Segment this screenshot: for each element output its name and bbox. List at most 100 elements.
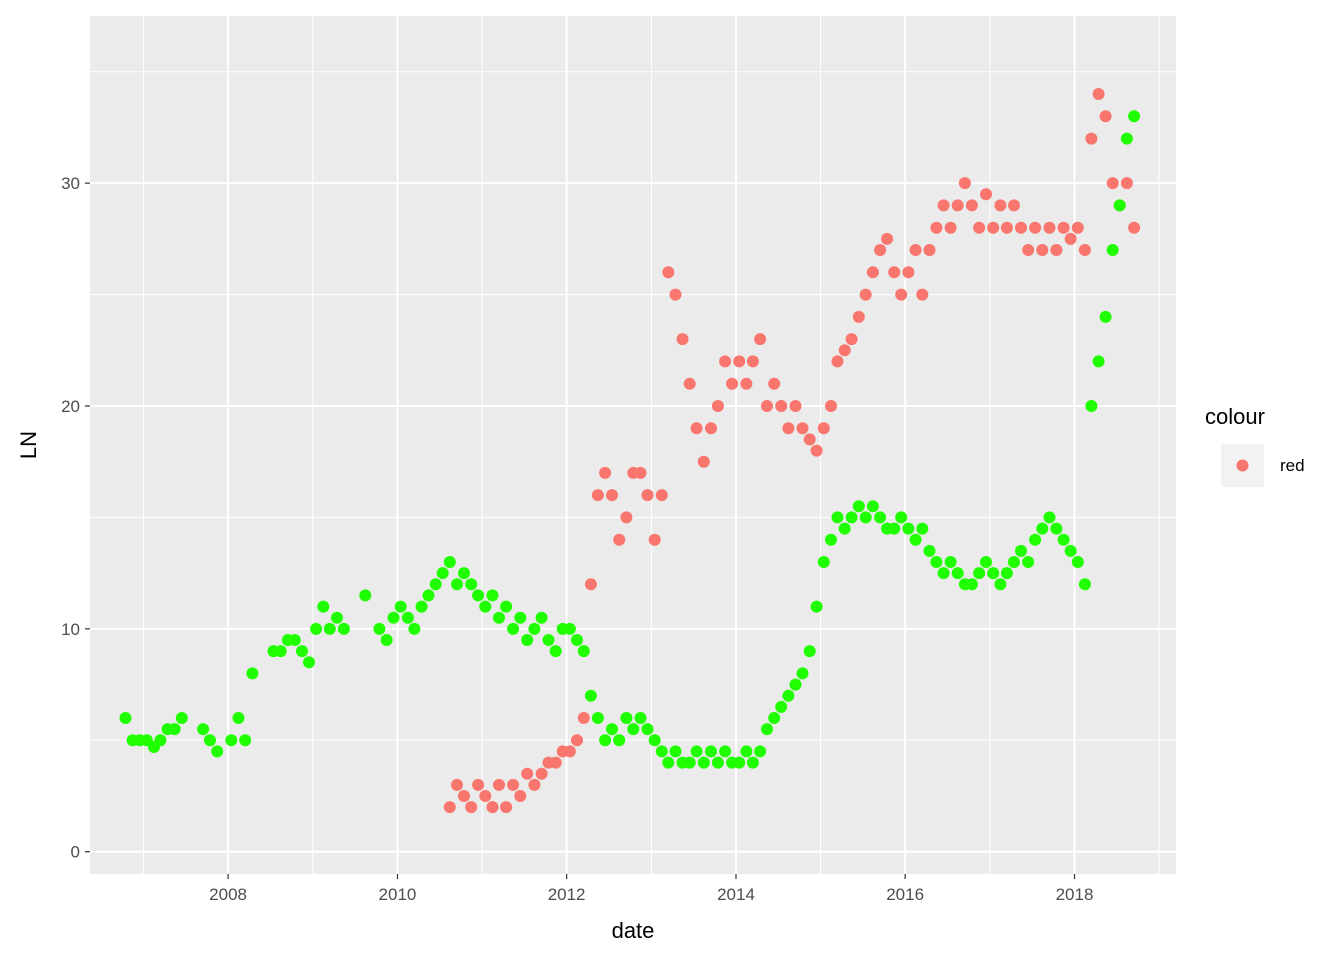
series-0-point (584, 578, 597, 591)
series-0-point (1071, 221, 1084, 234)
series-0-point (888, 266, 901, 279)
series-0-point (1085, 132, 1098, 145)
series-1-point (232, 712, 245, 724)
minor-gridlines (90, 16, 1176, 874)
series-1-point (1043, 511, 1056, 524)
series-0-point (761, 400, 773, 412)
x-axis-tick-labels: 2008 2010 2012 2014 2016 2018 (209, 885, 1093, 904)
series-1-point (754, 745, 767, 758)
series-0-point (768, 377, 781, 390)
panel-background (90, 16, 1176, 874)
series-1-point (472, 589, 485, 602)
series-0-point (754, 333, 767, 346)
legend-label-red: red (1280, 456, 1305, 475)
series-0-point (775, 400, 788, 412)
series-1-point (761, 723, 773, 736)
series-1-point (599, 734, 612, 747)
y-tick-label: 30 (61, 174, 80, 193)
series-1-point (429, 578, 442, 591)
series-0-point (571, 734, 583, 747)
series-1-point (451, 578, 463, 591)
series-1-point (549, 645, 562, 658)
series-0-point (479, 790, 492, 802)
series-1-point (789, 678, 802, 691)
series-0-point (803, 433, 816, 446)
series-1-point (994, 578, 1007, 591)
legend: colour red (1205, 404, 1305, 487)
series-1-point (168, 723, 181, 736)
series-1-point (852, 500, 865, 513)
series-1-point (648, 734, 661, 747)
series-1-point (331, 611, 343, 624)
series-1-point (697, 756, 710, 769)
series-1-point (768, 712, 781, 724)
series-0-point (831, 355, 844, 368)
series-1-point (973, 567, 986, 580)
series-0-point (1064, 232, 1077, 245)
series-0-point (825, 400, 837, 412)
x-tick-label: 2010 (379, 885, 417, 904)
series-1-point (831, 511, 844, 524)
series-1-point (507, 622, 520, 635)
series-1-point (909, 533, 922, 546)
series-1-point (888, 522, 901, 535)
series-0-point (1015, 221, 1027, 234)
series-1-point (337, 622, 350, 635)
series-1-point (584, 689, 597, 702)
series-0-point (881, 232, 894, 245)
series-0-point (500, 801, 513, 814)
series-1-point (930, 556, 943, 568)
series-0-point (726, 377, 739, 390)
series-0-point (1078, 244, 1091, 256)
series-1-point (528, 622, 541, 635)
series-1-point (845, 511, 858, 524)
series-1-point (634, 712, 647, 724)
series-0-point (620, 511, 633, 524)
series-0-point (493, 778, 505, 791)
series-1-point (662, 756, 675, 769)
series-0-point (613, 533, 626, 546)
series-1-point (500, 600, 513, 613)
series-1-point (1113, 199, 1126, 212)
series-0-point (697, 455, 710, 468)
series-0-point (859, 288, 872, 301)
series-1-point (493, 611, 505, 624)
series-0-point (944, 221, 957, 234)
series-1-point (154, 734, 167, 747)
series-0-point (535, 767, 548, 780)
series-1-point (874, 511, 887, 524)
series-1-point (916, 522, 929, 535)
series-1-point (303, 656, 315, 669)
y-tick-label: 20 (61, 397, 80, 416)
series-0-point (451, 778, 463, 791)
series-0-point (669, 288, 682, 301)
series-1-point (641, 723, 654, 736)
series-1-point (1099, 310, 1112, 323)
series-0-point (472, 778, 485, 791)
series-0-point (987, 221, 1000, 234)
series-1-point (810, 600, 823, 613)
series-1-point (719, 745, 732, 758)
series-1-point (902, 522, 915, 535)
series-1-point (359, 589, 372, 602)
series-0-point (676, 333, 689, 346)
series-0-point (1120, 177, 1133, 190)
series-1-point (690, 745, 703, 758)
series-0-point (1000, 221, 1013, 234)
x-tick-label: 2018 (1056, 885, 1094, 904)
series-0-point (852, 310, 865, 323)
series-1-point (288, 634, 301, 646)
series-1-point (987, 567, 1000, 580)
series-0-point (641, 489, 654, 502)
series-0-point (648, 533, 661, 546)
series-1-point (310, 622, 323, 635)
series-1-point (211, 745, 224, 758)
series-1-point (373, 622, 386, 635)
series-1-point (486, 589, 499, 602)
series-0-point (1057, 221, 1070, 234)
series-1-point (542, 634, 555, 646)
series-0-point (683, 377, 696, 390)
series-1-point (443, 556, 456, 568)
x-tick-label: 2016 (886, 885, 924, 904)
